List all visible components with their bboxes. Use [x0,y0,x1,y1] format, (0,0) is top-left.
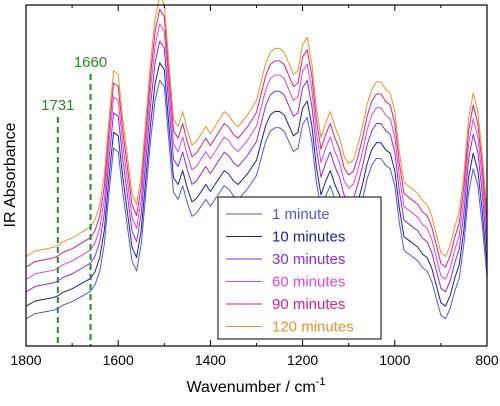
marker-label-1660: 1660 [74,54,107,71]
tick-layer: 1800 1600 1400 1200 1000 800 [10,5,499,368]
legend-label-4: 60 minutes [272,274,345,291]
x-axis-title-superscript: -1 [316,376,326,388]
legend: 1 minute 10 minutes 30 minutes 60 minutes 90… [217,196,382,340]
legend-label-2: 10 minutes [272,229,345,246]
x-tick-label-1800: 1800 [10,352,41,368]
series-line-5 [25,8,488,268]
x-tick-label-1400: 1400 [195,352,226,368]
legend-label-3: 30 minutes [272,251,345,268]
series-line-2 [25,62,488,307]
legend-label-1: 1 minute [272,206,330,223]
series-line-6 [25,0,488,258]
x-axis-title-main: Wavenumber / cm [187,379,316,396]
legend-label-6: 120 minutes [272,319,354,336]
marker-layer: 1731 1660 [41,54,107,346]
series-line-1 [25,79,488,320]
legend-label-5: 90 minutes [272,296,345,313]
x-tick-label-1000: 1000 [379,352,410,368]
x-tick-label-1200: 1200 [287,352,318,368]
x-tick-label-1600: 1600 [103,352,134,368]
x-axis-title: Wavenumber / cm-1 [187,376,326,396]
legend-box [217,196,382,340]
series-layer [25,0,488,320]
marker-label-1731: 1731 [41,97,74,114]
y-axis-title: IR Absorbance [2,122,19,227]
x-tick-label-800: 800 [475,352,499,368]
series-line-4 [25,23,488,280]
legend-entries: 1 minute 10 minutes 30 minutes 60 minutes 90… [226,206,354,336]
series-line-3 [25,40,488,293]
